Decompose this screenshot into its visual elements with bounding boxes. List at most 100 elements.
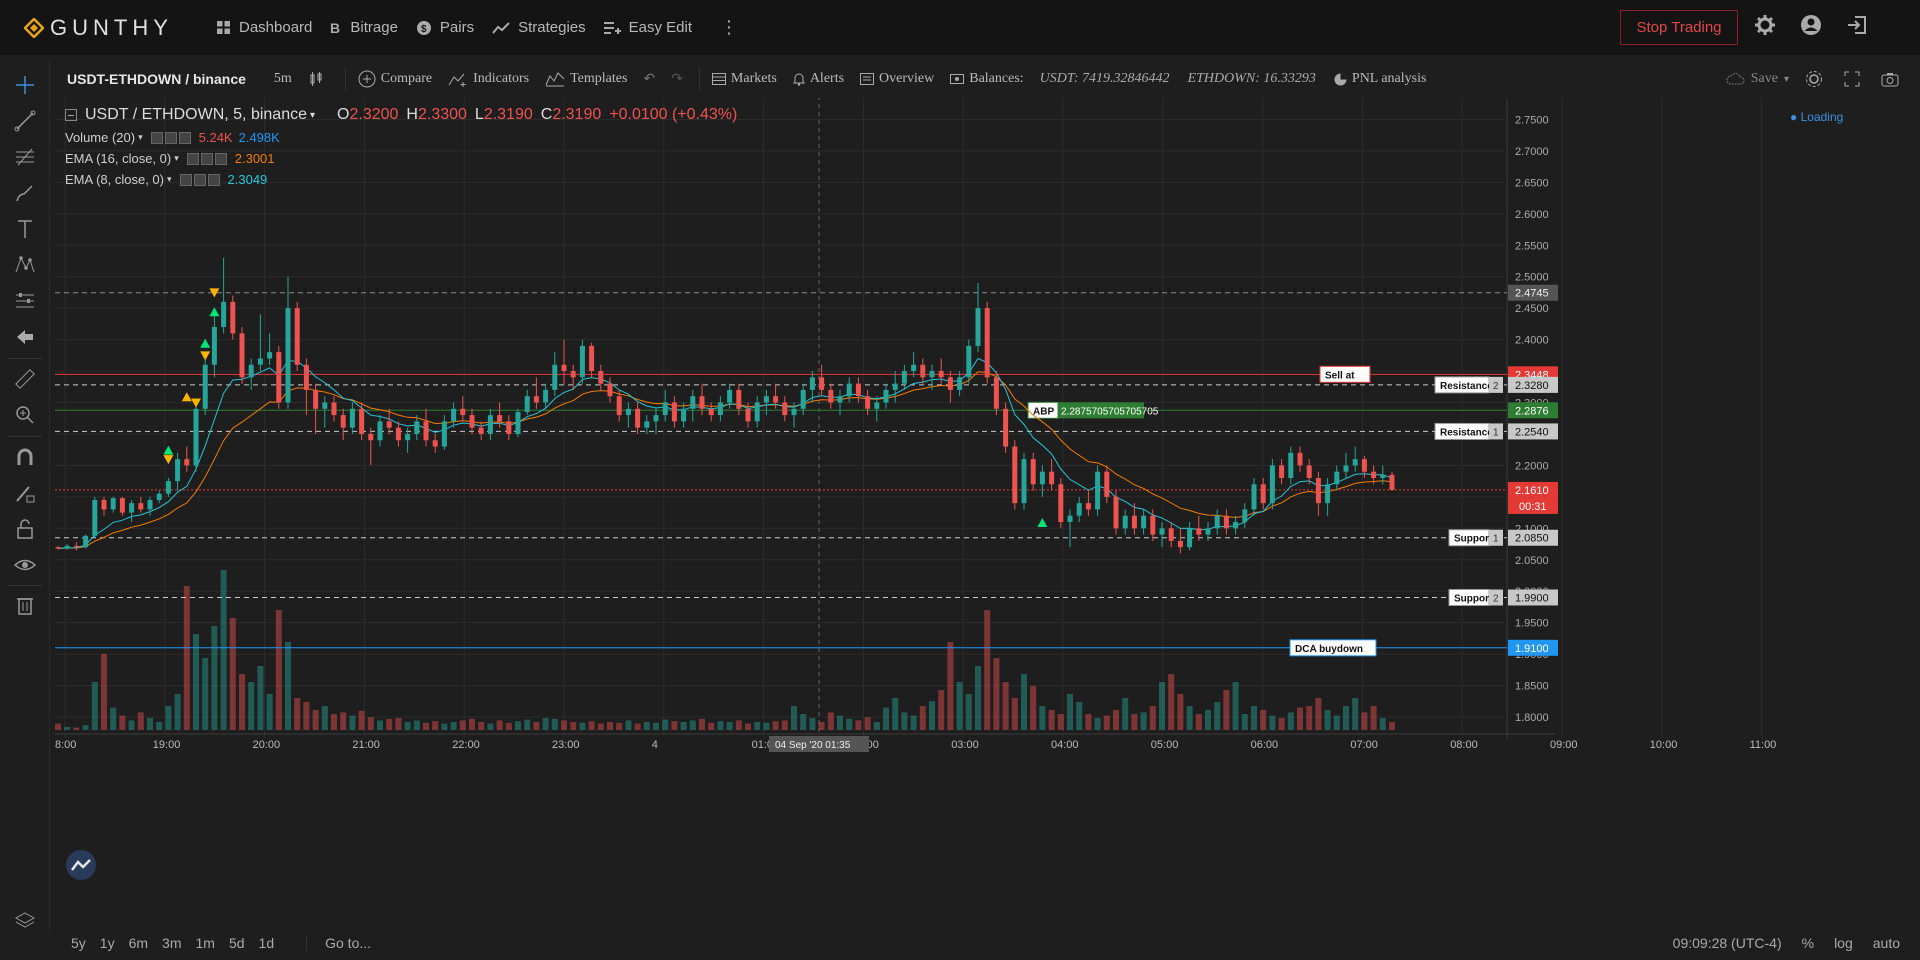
range-1d[interactable]: 1d	[258, 934, 275, 951]
pnl-analysis-button[interactable]: PNL analysis	[1334, 71, 1426, 87]
screenshot-button[interactable]	[1881, 72, 1904, 87]
settings-gear-icon[interactable]	[1754, 14, 1776, 36]
candle-body	[901, 371, 907, 384]
nav-strategies[interactable]: Strategies	[492, 0, 586, 55]
strategies-icon	[492, 21, 510, 34]
indicator-controls[interactable]	[186, 152, 227, 165]
ruler-tool[interactable]	[12, 366, 38, 392]
nav-bitrage[interactable]: B Bitrage	[330, 0, 398, 55]
undo-button[interactable]: ↶	[643, 71, 655, 88]
volume-bar	[570, 722, 577, 730]
range-1y[interactable]: 1y	[99, 934, 115, 951]
candle-body	[938, 371, 944, 378]
nav-dashboard[interactable]: Dashboard	[216, 0, 312, 55]
range-5y[interactable]: 5y	[71, 934, 86, 951]
ohlc-open-label: O	[337, 106, 350, 123]
redo-button[interactable]: ↷	[671, 71, 683, 88]
candle-body	[892, 383, 898, 390]
markets-button[interactable]: Markets	[711, 71, 777, 87]
volume-bar	[1205, 710, 1211, 730]
log-scale-toggle[interactable]: log	[1834, 934, 1853, 951]
chart-settings-button[interactable]	[1805, 70, 1828, 88]
volume-bar	[1067, 694, 1073, 730]
candle-style-button[interactable]	[308, 71, 329, 87]
layers-tool[interactable]	[12, 908, 38, 934]
brand-logo[interactable]: GUNTHY	[24, 15, 174, 41]
range-1m[interactable]: 1m	[195, 934, 215, 951]
chevron-down-icon[interactable]: ▾	[174, 153, 179, 163]
candle-body	[754, 402, 760, 422]
prediction-tool[interactable]	[12, 288, 38, 314]
user-account-icon[interactable]	[1800, 14, 1822, 36]
save-layout-button[interactable]: Save ▾	[1726, 71, 1789, 87]
ema16-label[interactable]: EMA (16, close, 0)	[65, 151, 172, 166]
price-chart[interactable]: 2.80002.75002.70002.65002.60002.55002.50…	[55, 98, 1920, 928]
legend-collapse-icon[interactable]	[65, 109, 77, 121]
crosshair-tool[interactable]	[12, 72, 38, 98]
magnet-tool[interactable]	[12, 444, 38, 470]
timeframe-bar: 5y 1y 6m 3m 1m 5d 1d Go to...	[55, 925, 1920, 960]
chevron-down-icon[interactable]: ▾	[166, 174, 172, 184]
overview-button[interactable]: Overview	[860, 71, 934, 87]
indicator-controls[interactable]	[179, 173, 220, 186]
symbol-selector[interactable]: USDT-ETHDOWN / binance	[67, 71, 246, 87]
candle-body	[1095, 471, 1101, 510]
range-5d[interactable]: 5d	[228, 934, 245, 951]
goto-date-button[interactable]: Go to...	[306, 934, 371, 951]
alerts-button[interactable]: Alerts	[792, 71, 844, 87]
redo-icon: ↷	[671, 71, 683, 87]
brush-tool[interactable]	[12, 180, 38, 206]
candle-body	[1159, 528, 1165, 535]
tradingview-logo[interactable]	[66, 850, 96, 880]
volume-bar	[919, 706, 926, 730]
fullscreen-button[interactable]	[1844, 71, 1865, 87]
cloud-icon	[1726, 73, 1745, 85]
stop-trading-button[interactable]: Stop Trading	[1620, 10, 1738, 45]
nav-pairs[interactable]: $ Pairs	[416, 0, 474, 55]
auto-scale-toggle[interactable]: auto	[1872, 934, 1900, 951]
buy-marker	[200, 338, 211, 348]
indicator-controls[interactable]	[150, 131, 191, 144]
time-tick-label: 21:00	[352, 739, 380, 751]
visibility-tool[interactable]	[12, 552, 38, 578]
chevron-down-icon[interactable]: ▾	[138, 132, 143, 142]
chevron-down-icon[interactable]: ▾	[309, 109, 316, 121]
interval-selector[interactable]: 5m	[273, 71, 292, 86]
chart-toolbar: USDT-ETHDOWN / binance 5m Compare Indica…	[55, 62, 1920, 96]
volume-label[interactable]: Volume (20)	[65, 130, 136, 145]
text-tool[interactable]	[12, 216, 38, 242]
logout-icon[interactable]	[1846, 14, 1868, 36]
price-level-tag	[1508, 481, 1558, 498]
volume-bar	[266, 694, 273, 730]
delete-tool[interactable]	[12, 592, 38, 618]
templates-button[interactable]: Templates	[545, 71, 627, 87]
volume-bar	[791, 706, 797, 730]
back-tool[interactable]	[12, 324, 38, 350]
lock-tool[interactable]	[12, 516, 38, 542]
compare-button[interactable]: Compare	[358, 70, 432, 88]
price-level-value: 1.9900	[1515, 592, 1549, 604]
trend-line-tool[interactable]	[12, 108, 38, 134]
pattern-tool[interactable]	[12, 252, 38, 278]
time-tick-label: 8:00	[55, 739, 76, 751]
range-6m[interactable]: 6m	[128, 934, 149, 951]
balances-button[interactable]: Balances:	[950, 71, 1024, 87]
candle-body	[579, 345, 585, 378]
nav-easy-edit[interactable]: Easy Edit	[603, 0, 692, 55]
level-num: 1	[1493, 427, 1499, 438]
percent-scale-toggle[interactable]: %	[1801, 934, 1815, 951]
indicators-button[interactable]: Indicators	[448, 71, 529, 87]
zoom-tool[interactable]	[12, 402, 38, 428]
legend-symbol-title[interactable]: USDT / ETHDOWN, 5, binance	[85, 106, 307, 123]
range-3m[interactable]: 3m	[162, 934, 182, 951]
volume-bar	[1324, 710, 1331, 730]
trend-line-icon	[14, 110, 36, 132]
buy-marker	[209, 307, 220, 317]
draw-mode-tool[interactable]	[12, 480, 38, 506]
markets-icon	[711, 73, 726, 85]
fib-tool[interactable]	[12, 144, 38, 170]
eye-icon	[179, 173, 192, 186]
more-menu-icon[interactable]: ⋮	[720, 17, 739, 37]
ema8-label[interactable]: EMA (8, close, 0)	[65, 172, 164, 187]
time-tick-label: 07:00	[1350, 739, 1378, 751]
